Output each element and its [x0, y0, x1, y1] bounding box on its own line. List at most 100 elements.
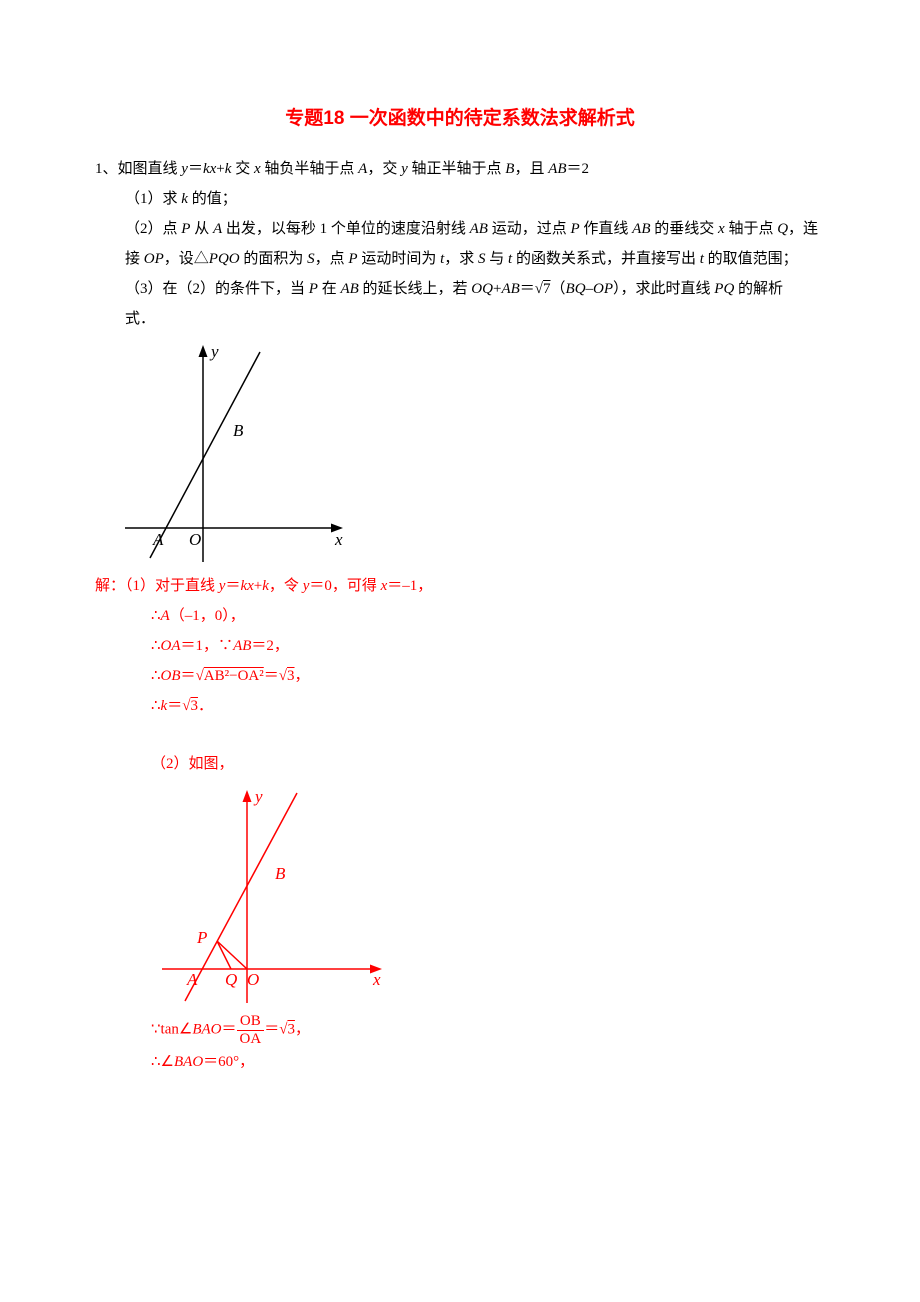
solution-step-6: （2）如图， [95, 749, 825, 779]
svg-text:P: P [196, 928, 207, 947]
text: 作直线 [580, 221, 633, 237]
sqrt-icon: √3 [182, 698, 198, 714]
var-k: k [262, 578, 269, 594]
text: （3）在（2）的条件下，当 [125, 281, 309, 297]
solution-step-3: ∴OA＝1，∵AB＝2， [95, 631, 825, 661]
text: ＝–1， [387, 578, 432, 594]
var-y: y [401, 161, 408, 177]
text: 与 [486, 251, 509, 267]
problem-block: 1、如图直线 y＝kx+k 交 x 轴负半轴于点 A，交 y 轴正半轴于点 B，… [95, 154, 825, 565]
text: 如图直线 [118, 161, 182, 177]
radicand: AB²−OA² [204, 668, 264, 684]
solution-step-7: ∵tan∠BAO＝OBOA＝√3， [95, 1013, 825, 1047]
var-kx: kx [203, 161, 216, 177]
text: ，点 [315, 251, 349, 267]
numerator: OB [237, 1013, 265, 1031]
svg-text:y: y [253, 787, 263, 806]
text: （ [551, 281, 566, 297]
question-2: （2）点 P 从 A 出发，以每秒 1 个单位的速度沿射线 AB 运动，过点 P… [95, 214, 825, 244]
text: + [216, 161, 224, 177]
solution-step-8: ∴∠BAO＝60°， [95, 1047, 825, 1077]
text: ∴ [151, 608, 161, 624]
radicand: 3 [287, 1021, 295, 1037]
seg-pq: PQ [714, 281, 734, 297]
fraction: OBOA [237, 1013, 265, 1047]
question-3-line2: 式． [95, 304, 825, 334]
text: ＝60°， [203, 1054, 254, 1070]
text: （–1，0）， [170, 608, 245, 624]
text: tan∠ [161, 1021, 193, 1037]
text: ∴ [151, 638, 161, 654]
text: ， [295, 668, 310, 684]
text: 的面积为 [240, 251, 308, 267]
text: ∴ [151, 698, 161, 714]
text: （1）求 [125, 191, 181, 207]
question-2-line2: 接 OP，设△PQO 的面积为 S，点 P 运动时间为 t，求 S 与 t 的函… [95, 244, 825, 274]
text: 的函数关系式，并直接写出 [512, 251, 700, 267]
seg-ab: AB [632, 221, 650, 237]
text: 的垂线交 [651, 221, 719, 237]
document-title: 专题18 一次函数中的待定系数法求解析式 [95, 100, 825, 138]
page-container: 专题18 一次函数中的待定系数法求解析式 1、如图直线 y＝kx+k 交 x 轴… [0, 0, 920, 1117]
text: 轴正半轴于点 [408, 161, 506, 177]
seg-ab: AB [340, 281, 358, 297]
svg-text:B: B [275, 864, 286, 883]
problem-number: 1、 [95, 161, 118, 177]
text: + [254, 578, 262, 594]
seg-ab: AB [548, 161, 566, 177]
text: 解：（1）对于直线 [95, 578, 219, 594]
point-p: P [309, 281, 318, 297]
seg-ab: AB [470, 221, 488, 237]
radical: √ [279, 668, 287, 684]
radical: √ [196, 668, 204, 684]
tri-pqo: PQO [209, 251, 240, 267]
text: 的解析 [734, 281, 783, 297]
sqrt-icon: √3 [279, 668, 295, 684]
text: ，交 [367, 161, 401, 177]
angle-bao: BAO [192, 1021, 221, 1037]
text: ＝0，可得 [309, 578, 380, 594]
text: ＝ [222, 1021, 237, 1037]
text: ， [295, 1021, 310, 1037]
radicand: 7 [543, 281, 551, 297]
text: 接 [125, 251, 144, 267]
seg-ab: AB [233, 638, 251, 654]
sqrt-icon: √7 [535, 281, 551, 297]
text: ＝ [167, 698, 182, 714]
text: （2）点 [125, 221, 181, 237]
question-1: （1）求 k 的值； [95, 184, 825, 214]
text: ，且 [514, 161, 548, 177]
svg-text:O: O [247, 970, 259, 989]
angle-bao: BAO [174, 1054, 203, 1070]
point-p: P [570, 221, 579, 237]
radical: √ [535, 281, 543, 297]
text: ＝ [188, 161, 203, 177]
svg-text:O: O [189, 530, 201, 549]
point-p: P [348, 251, 357, 267]
text: 的值； [188, 191, 237, 207]
solution-step-4: ∴OB＝√AB²−OA²＝√3， [95, 661, 825, 691]
seg-op: OP [144, 251, 164, 267]
radicand: 3 [190, 698, 198, 714]
text: ，设△ [164, 251, 209, 267]
seg-ob: OB [161, 668, 181, 684]
denominator: OA [237, 1031, 265, 1048]
solution-step-1: 解：（1）对于直线 y＝kx+k，令 y＝0，可得 x＝–1， [95, 571, 825, 601]
sqrt-icon: √AB²−OA² [196, 668, 264, 684]
text: 在 [318, 281, 341, 297]
var-x: x [254, 161, 261, 177]
text: 轴负半轴于点 [261, 161, 359, 177]
seg-ab: AB [501, 281, 519, 297]
text: ∴ [151, 668, 161, 684]
spacer [95, 721, 825, 749]
text: 式． [125, 311, 155, 327]
svg-text:B: B [233, 421, 244, 440]
svg-text:Q: Q [225, 970, 237, 989]
text: ，令 [269, 578, 303, 594]
point-a: A [213, 221, 222, 237]
seg-bq: BQ [566, 281, 586, 297]
figure-1: x y O A B [115, 340, 345, 565]
point-a: A [161, 608, 170, 624]
var-k: k [181, 191, 188, 207]
text: ＝2， [251, 638, 289, 654]
